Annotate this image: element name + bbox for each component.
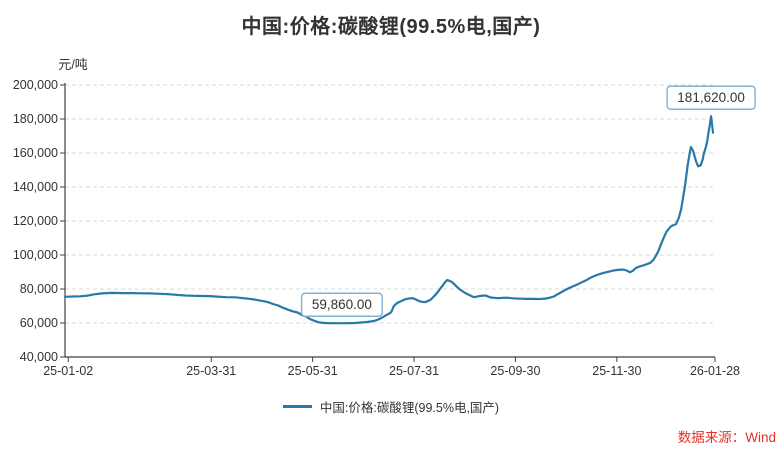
x-tick-label: 25-11-30	[592, 364, 641, 378]
x-tick-label: 25-03-31	[186, 364, 236, 378]
x-tick-label: 25-07-31	[389, 364, 439, 378]
value-annotation-label: 181,620.00	[677, 90, 745, 105]
legend-line-marker	[282, 405, 312, 408]
value-annotation-box	[300, 292, 383, 317]
chart-title: 中国:价格:碳酸锂(99.5%电,国产)	[241, 16, 541, 38]
y-tick-label: 80,000	[20, 282, 58, 296]
y-tick-label: 120,000	[13, 214, 58, 228]
x-tick-label: 25-09-30	[490, 364, 540, 378]
value-annotation-label: 59,860.00	[312, 297, 372, 312]
y-tick-label: 40,000	[20, 350, 58, 364]
y-tick-label: 100,000	[13, 248, 58, 262]
y-tick-label: 60,000	[20, 316, 58, 330]
y-tick-label: 140,000	[13, 180, 58, 194]
x-tick-label: 25-01-02	[43, 364, 93, 378]
y-axis-unit-label: 元/吨	[58, 57, 88, 72]
value-annotation-box	[666, 85, 756, 110]
legend-label: 中国:价格:碳酸锂(99.5%电,国产)	[319, 401, 500, 415]
x-tick-label: 25-05-31	[288, 364, 338, 378]
price-series-line	[63, 115, 715, 325]
y-tick-label: 200,000	[13, 78, 58, 92]
y-tick-label: 160,000	[13, 146, 58, 160]
y-tick-label: 180,000	[13, 112, 58, 126]
x-tick-label: 26-01-28	[690, 364, 740, 378]
chart-legend: 中国:价格:碳酸锂(99.5%电,国产)	[0, 397, 782, 416]
data-source-note: 数据来源：Wind	[677, 430, 776, 445]
